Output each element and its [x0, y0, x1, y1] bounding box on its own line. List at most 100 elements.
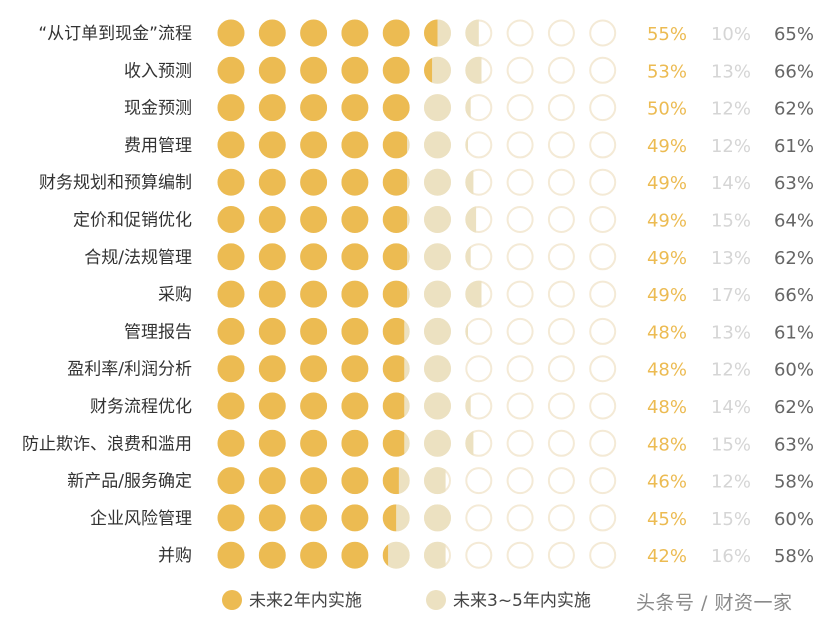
circle-fill-dark [300, 206, 328, 233]
circle-fill [217, 94, 245, 122]
circle-fill-dark [341, 94, 369, 122]
circle-fill [217, 19, 245, 47]
circle-fill-dark [300, 280, 328, 308]
circle-fill [258, 467, 286, 495]
chart-row: 收入预测 53% 13% 66% [124, 56, 814, 84]
circle-fill-dark [217, 94, 245, 122]
circle-fill-dark [382, 19, 410, 47]
circle-fill [300, 504, 328, 532]
circle-fill-dark [217, 131, 245, 159]
circle-fill [341, 131, 369, 159]
circle-fill-dark [217, 429, 245, 457]
circle-fill-light [465, 280, 482, 308]
circle-fill-light [407, 168, 410, 196]
circle-outline [547, 131, 575, 159]
circle-fill [258, 131, 286, 159]
circle-fill-dark [217, 392, 245, 420]
legend-label: 未来3~5年内实施 [453, 591, 591, 611]
circle-fill-dark [382, 168, 407, 196]
circle-fill-light [404, 317, 410, 345]
circle-fill-dark [382, 467, 399, 495]
row-label: 并购 [158, 546, 192, 566]
chart-row: 合规/法规管理 49% 13% 62% [84, 243, 814, 271]
circle-fill [382, 429, 410, 457]
circle-fill-dark [382, 94, 410, 122]
circle-fill [341, 467, 369, 495]
circle-fill [424, 206, 451, 233]
circle-fill-light [388, 541, 410, 569]
circle-fill-light [424, 392, 451, 420]
pct-total: 60% [774, 509, 814, 530]
pct-2yr: 46% [647, 472, 687, 493]
pct-total: 66% [774, 285, 814, 306]
circle-outline [506, 243, 534, 271]
circle-fill-dark [258, 541, 286, 569]
circle-outline [589, 94, 617, 122]
circle-fill [424, 467, 446, 495]
chart-row: 并购 42% 16% 58% [158, 541, 814, 569]
circle-outline [589, 56, 617, 84]
chart-row: 采购 49% 17% 66% [158, 280, 814, 308]
circle-outline [547, 317, 575, 345]
circle-fill [382, 56, 410, 84]
pct-3to5yr: 16% [711, 546, 751, 567]
circle-fill [465, 280, 482, 308]
circle-fill [300, 94, 328, 122]
circle-fill-dark [382, 280, 407, 308]
pct-total: 62% [774, 248, 814, 269]
legend-swatch [426, 590, 446, 610]
pct-2yr: 48% [647, 434, 687, 455]
circle-fill-light [424, 131, 451, 159]
chart-row: 定价和促销优化 49% 15% 64% [73, 206, 814, 233]
circle-fill-dark [217, 56, 245, 84]
circle-outline [465, 317, 493, 345]
pct-3to5yr: 13% [711, 61, 751, 82]
circle-fill-dark [300, 19, 328, 47]
circle-fill-dark [300, 317, 328, 345]
pct-3to5yr: 17% [711, 285, 751, 306]
circle-outline [589, 243, 617, 271]
pct-3to5yr: 15% [711, 509, 751, 530]
circle-fill-light [424, 168, 451, 196]
circle-fill [382, 19, 410, 47]
circle-outline [547, 541, 575, 569]
circle-fill [300, 355, 328, 383]
circle-outline [465, 467, 493, 495]
circle-fill-light [465, 243, 471, 271]
pct-2yr: 53% [647, 61, 687, 82]
chart-row: 防止欺诈、浪费和滥用 48% 15% 63% [22, 429, 814, 457]
pct-3to5yr: 12% [711, 472, 751, 493]
circle-fill-light [424, 467, 446, 495]
circle-outline [547, 56, 575, 84]
circle-fill [424, 541, 446, 569]
circle-fill-dark [341, 317, 369, 345]
circle-fill-dark [341, 355, 369, 383]
row-label: 费用管理 [124, 136, 192, 156]
pct-3to5yr: 12% [711, 136, 751, 157]
circle-fill [424, 504, 451, 532]
circle-fill [217, 355, 245, 383]
pct-total: 64% [774, 211, 814, 232]
circle-fill [258, 504, 286, 532]
pct-2yr: 55% [647, 24, 687, 45]
pct-3to5yr: 13% [711, 322, 751, 343]
circle-fill [217, 392, 245, 420]
circle-fill [258, 56, 286, 84]
circle-fill [258, 355, 286, 383]
row-label: “从订单到现金”流程 [38, 24, 192, 44]
circle-fill-dark [258, 392, 286, 420]
circle-outline [589, 131, 617, 159]
circle-fill [258, 541, 286, 569]
circle-fill [341, 504, 369, 532]
pct-3to5yr: 15% [711, 434, 751, 455]
circle-fill-dark [341, 168, 369, 196]
circle-fill-light [424, 541, 446, 569]
circle-fill-dark [300, 243, 328, 271]
row-label: 财务规划和预算编制 [39, 173, 192, 193]
circle-fill [258, 94, 286, 122]
circle-outline [506, 504, 534, 532]
circle-fill-light [424, 355, 451, 383]
circle-fill-light [465, 131, 468, 159]
legend-swatch [222, 590, 242, 610]
pct-total: 61% [774, 322, 814, 343]
